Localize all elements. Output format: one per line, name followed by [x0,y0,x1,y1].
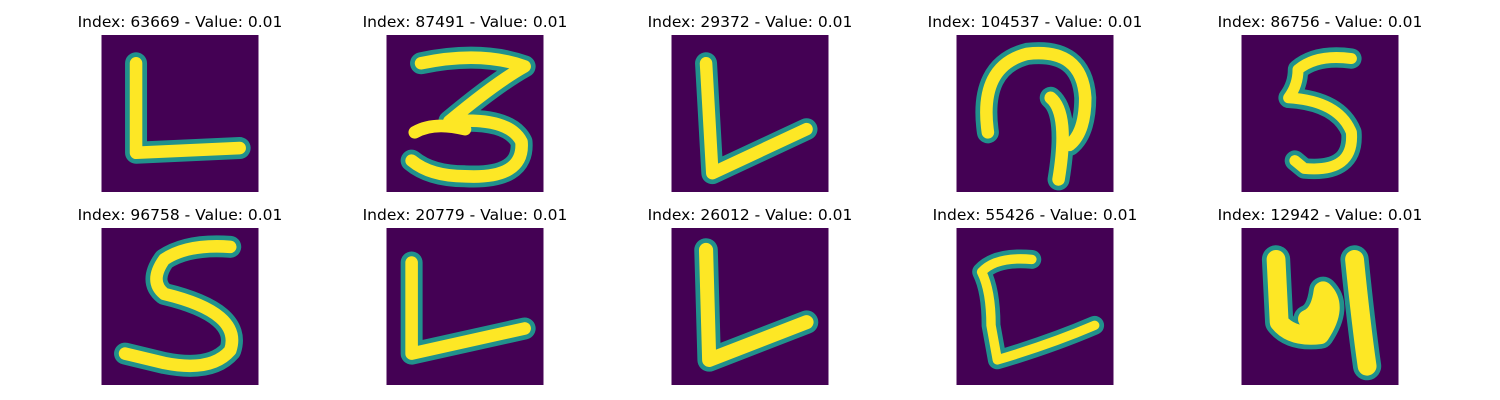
panel-title: Index: 20779 - Value: 0.01 [362,206,568,224]
panel-title: Index: 55426 - Value: 0.01 [932,206,1138,224]
panel-7: Index: 20779 - Value: 0.01 [325,205,605,385]
V-shape-icon [671,35,829,192]
panel-title: Index: 87491 - Value: 0.01 [362,13,568,31]
panel-6: Index: 96758 - Value: 0.01 [40,205,320,385]
five-shape-icon [1241,35,1399,192]
panel-title: Index: 63669 - Value: 0.01 [77,13,283,31]
five-shape-icon [101,228,259,385]
panel-8: Index: 26012 - Value: 0.01 [610,205,890,385]
loop-shape-icon [956,35,1114,192]
panel-4: Index: 104537 - Value: 0.01 [895,12,1175,192]
V-shape-icon [671,228,829,385]
panel-3: Index: 29372 - Value: 0.01 [610,12,890,192]
panel-title: Index: 96758 - Value: 0.01 [77,206,283,224]
panel-1: Index: 63669 - Value: 0.01 [40,12,320,192]
L-shape-icon [386,228,544,385]
three-shape-icon [386,35,544,192]
L-shape-icon [101,35,259,192]
panel-9: Index: 55426 - Value: 0.01 [895,205,1175,385]
panel-5: Index: 86756 - Value: 0.01 [1180,12,1460,192]
panel-2: Index: 87491 - Value: 0.01 [325,12,605,192]
panel-title: Index: 12942 - Value: 0.01 [1217,206,1423,224]
panel-title: Index: 104537 - Value: 0.01 [927,13,1143,31]
panel-title: Index: 29372 - Value: 0.01 [647,13,853,31]
panel-10: Index: 12942 - Value: 0.01 [1180,205,1460,385]
four-shape-icon [1241,228,1399,385]
C-shape-icon [956,228,1114,385]
panel-title: Index: 26012 - Value: 0.01 [647,206,853,224]
panel-title: Index: 86756 - Value: 0.01 [1217,13,1423,31]
